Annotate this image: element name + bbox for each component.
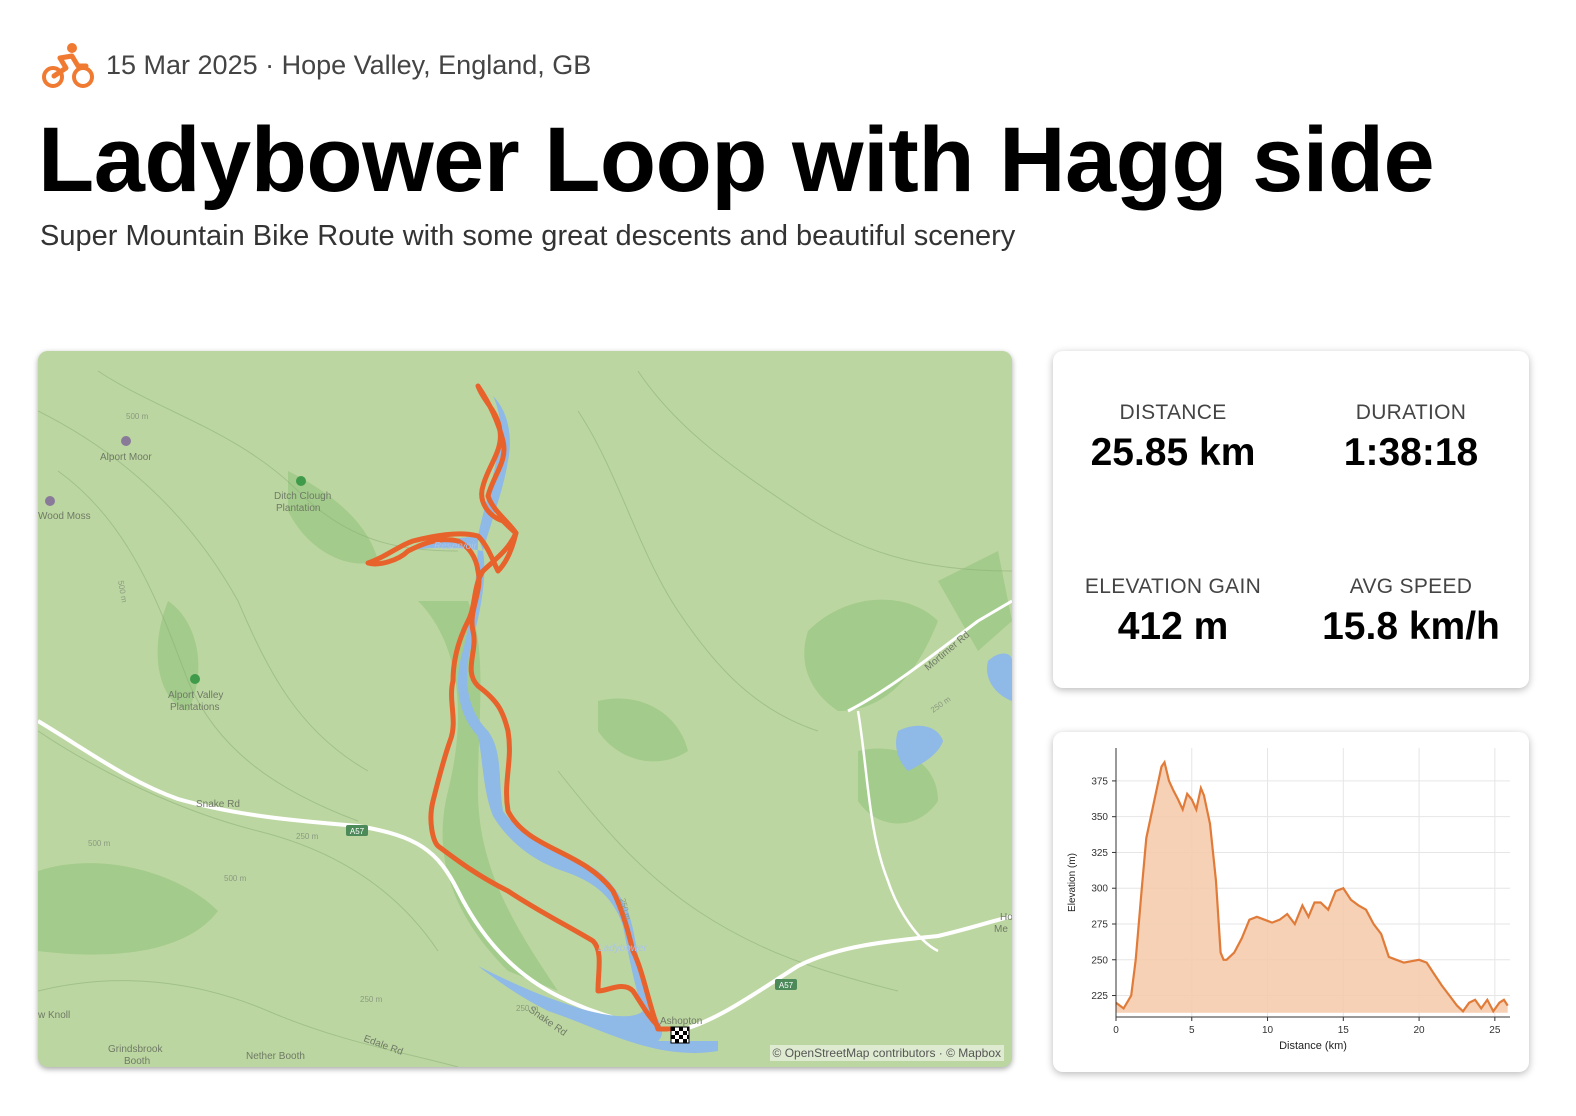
- x-tick-label: 5: [1189, 1025, 1195, 1036]
- stat-label: ELEVATION GAIN: [1084, 575, 1262, 598]
- finish-flag-icon: [670, 1026, 690, 1044]
- x-tick-label: 20: [1414, 1025, 1426, 1036]
- tree-icon: [190, 674, 200, 684]
- stat-label: DURATION: [1355, 401, 1467, 424]
- route-map[interactable]: A57 A57 Alport Moor Ditch Clough Plantat…: [38, 351, 1012, 1067]
- map-label-nether-booth: Nether Booth: [246, 1051, 305, 1062]
- map-label-plantations: Plantations: [170, 702, 219, 713]
- stat-duration: DURATION 1:38:18: [1291, 401, 1531, 475]
- stat-value: 15.8 km/h: [1322, 605, 1500, 648]
- map-label-booth: Booth: [124, 1056, 150, 1067]
- contour-label: 500 m: [224, 874, 247, 883]
- map-label-alport-valley: Alport Valley: [168, 690, 223, 701]
- forest-areas: [38, 471, 1012, 991]
- east-reservoir: [987, 653, 1012, 701]
- page-title: Ladybower Loop with Hagg side: [38, 109, 1435, 211]
- route-line: [365, 383, 684, 1032]
- elevation-area: [1116, 762, 1508, 1013]
- y-tick-label: 350: [1091, 812, 1108, 823]
- terrain-contours: [38, 370, 1012, 1067]
- contour-label: 500 m: [116, 580, 129, 604]
- map-label-snake-rd: Snake Rd: [196, 799, 240, 810]
- stat-label: AVG SPEED: [1349, 575, 1473, 598]
- map-label-reservoir: Reservoir: [434, 541, 477, 552]
- y-tick-label: 250: [1091, 955, 1108, 966]
- stats-card: DISTANCE 25.85 km DURATION 1:38:18 ELEVA…: [1053, 351, 1529, 688]
- contour-label: 500 m: [88, 839, 111, 848]
- map-label-ladybower: Ladybower: [598, 943, 648, 954]
- stat-value: 25.85 km: [1090, 431, 1256, 474]
- a57-shield-east: A57: [775, 979, 797, 990]
- peak-icon: [45, 496, 55, 506]
- contour-label: 250 m: [360, 995, 383, 1004]
- y-tick-label: 325: [1091, 848, 1108, 859]
- a57-label: A57: [350, 827, 365, 836]
- date-location: 15 Mar 2025 · Hope Valley, England, GB: [106, 49, 592, 80]
- map-label-wood-moss: Wood Moss: [38, 511, 91, 522]
- x-axis-label: Distance (km): [1279, 1040, 1347, 1052]
- stat-label: DISTANCE: [1119, 401, 1227, 424]
- map-label-ashopton: Ashopton: [660, 1016, 702, 1027]
- x-tick-label: 0: [1113, 1025, 1119, 1036]
- elevation-card: 0 5 10 15 20 25 225 250 275 300 325 350 375 Distance…: [1053, 732, 1529, 1072]
- a57-label: A57: [779, 981, 794, 990]
- contour-label: 250 m: [296, 832, 319, 841]
- small-reservoir: [896, 725, 943, 771]
- peak-icon: [121, 436, 131, 446]
- elevation-chart: 0 5 10 15 20 25 225 250 275 300 325 350 375 Distance…: [1067, 748, 1510, 1052]
- contour-label: 500 m: [126, 412, 149, 421]
- y-tick-label: 275: [1091, 919, 1108, 930]
- y-axis-label: Elevation (m): [1067, 853, 1078, 912]
- stat-distance: DISTANCE 25.85 km: [1053, 401, 1293, 475]
- mortimer-road: [847, 599, 1012, 713]
- a57-road-east: [677, 914, 1012, 1033]
- page-subtitle: Super Mountain Bike Route with some grea…: [40, 220, 1016, 252]
- map-label-knoll: w Knoll: [38, 1010, 70, 1021]
- x-tick-label: 10: [1262, 1025, 1274, 1036]
- route-line-west: [428, 530, 661, 1029]
- tree-icon: [296, 476, 306, 486]
- snake-road: [38, 719, 679, 1033]
- stat-avg-speed: AVG SPEED 15.8 km/h: [1291, 575, 1531, 649]
- y-tick-label: 225: [1091, 991, 1108, 1002]
- chart-axes: 0 5 10 15 20 25 225 250 275 300 325 350 375: [1091, 748, 1510, 1036]
- map-label-alport-moor: Alport Moor: [100, 452, 152, 463]
- y-tick-label: 375: [1091, 776, 1108, 787]
- stat-value: 412 m: [1117, 605, 1229, 648]
- map-attribution[interactable]: © OpenStreetMap contributors · © Mapbox: [769, 1045, 1004, 1061]
- a57-shield: A57: [346, 825, 368, 836]
- activity-meta: 15 Mar 2025 · Hope Valley, England, GB: [40, 40, 591, 90]
- map-label-plantation: Plantation: [276, 503, 320, 514]
- map-label-ho: Ho: [1000, 912, 1012, 923]
- x-tick-label: 15: [1338, 1025, 1350, 1036]
- plantation-markers: [190, 476, 306, 684]
- map-label-ditch-clough: Ditch Clough: [274, 491, 331, 502]
- stat-elevation-gain: ELEVATION GAIN 412 m: [1053, 575, 1293, 649]
- bike-icon: [42, 43, 94, 88]
- elevation-line: [1115, 759, 1509, 1014]
- x-tick-label: 25: [1489, 1025, 1501, 1036]
- map-canvas[interactable]: A57 A57 Alport Moor Ditch Clough Plantat…: [38, 351, 1012, 1067]
- peak-markers: [45, 436, 131, 506]
- contour-label: 250 m: [516, 1004, 539, 1013]
- map-label-me: Me: [994, 924, 1008, 935]
- stat-value: 1:38:18: [1343, 431, 1479, 474]
- y-tick-label: 300: [1091, 884, 1108, 895]
- side-road: [856, 710, 939, 953]
- map-label-grindsbrook: Grindsbrook: [108, 1044, 163, 1055]
